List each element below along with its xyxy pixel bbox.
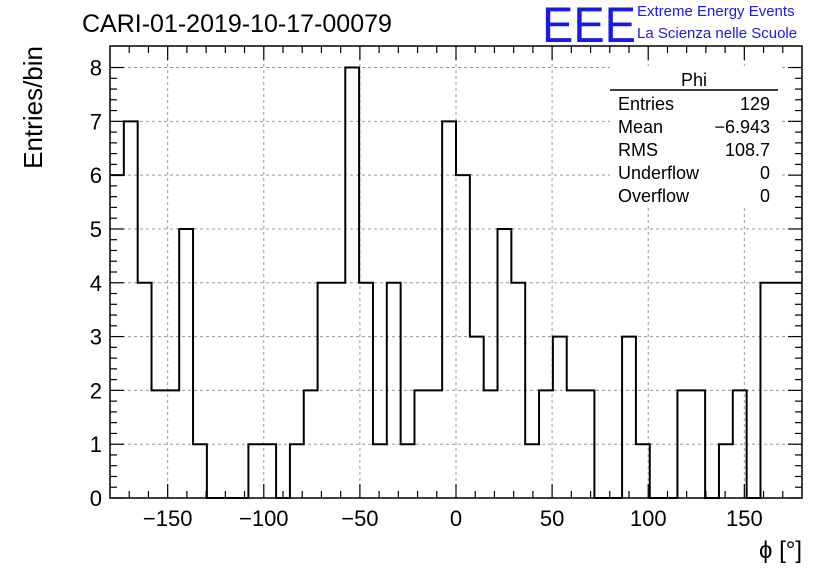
eee-logo: EEE xyxy=(542,0,636,46)
stats-row-value: 129 xyxy=(740,94,770,114)
y-tick-label: 5 xyxy=(90,217,102,242)
histogram-bin xyxy=(124,121,138,498)
y-axis-label: Entries/bin xyxy=(18,46,48,169)
histogram-bin xyxy=(525,444,539,498)
x-tick-label: 100 xyxy=(630,506,667,531)
y-tick-label: 4 xyxy=(90,271,102,296)
eee-logo-text: EEE xyxy=(542,0,636,46)
stats-row-label: Entries xyxy=(618,94,674,114)
x-tick-label: −50 xyxy=(341,506,378,531)
x-tick-labels: −150 −100 −50 0 50 100 150 xyxy=(143,506,763,531)
histogram-bin xyxy=(470,337,484,498)
x-tick-label: 0 xyxy=(450,506,462,531)
stats-row-value: 0 xyxy=(760,163,770,183)
histogram-bin xyxy=(248,444,262,498)
histogram-bin xyxy=(193,444,207,498)
y-tick-label: 3 xyxy=(90,325,102,350)
histogram-bin xyxy=(677,390,691,498)
y-tick-label: 0 xyxy=(90,486,102,511)
chart-title: CARI-01-2019-10-17-00079 xyxy=(82,10,392,38)
stats-row-label: Underflow xyxy=(618,163,700,183)
histogram-bin xyxy=(318,283,332,498)
y-tick-labels: 0 1 2 3 4 5 6 7 8 xyxy=(90,56,102,511)
y-tick-label: 2 xyxy=(90,378,102,403)
stats-row-label: Mean xyxy=(618,117,663,137)
histogram-bin xyxy=(401,444,415,498)
logo-subtitle-2: La Scienza nelle Scuole xyxy=(637,25,798,42)
histogram-bin xyxy=(373,444,387,498)
stats-row-label: Overflow xyxy=(618,186,690,206)
x-tick-label: 50 xyxy=(540,506,564,531)
y-tick-label: 7 xyxy=(90,109,102,134)
histogram-bin xyxy=(719,444,733,498)
y-tick-label: 6 xyxy=(90,163,102,188)
x-tick-label: −100 xyxy=(239,506,289,531)
histogram-bin xyxy=(498,229,512,498)
stats-row-value: −6.943 xyxy=(714,117,770,137)
x-axis-label: ϕ [°] xyxy=(759,537,802,564)
histogram-bin xyxy=(622,337,636,498)
y-tick-label: 1 xyxy=(90,432,102,457)
histogram-bin xyxy=(290,444,304,498)
stats-row-value: 0 xyxy=(760,186,770,206)
logo-subtitle-1: Extreme Energy Events xyxy=(637,3,795,20)
stats-row-label: RMS xyxy=(618,140,658,160)
stats-row-value: 108.7 xyxy=(725,140,770,160)
y-tick-label: 8 xyxy=(90,56,102,81)
histogram-bin xyxy=(553,337,567,498)
stats-title: Phi xyxy=(681,70,707,90)
x-tick-label: 150 xyxy=(726,506,763,531)
histogram-bin xyxy=(442,121,456,498)
histogram-bin xyxy=(138,283,152,498)
histogram-bin xyxy=(179,229,193,498)
stats-rows: Entries 129 Mean −6.943 RMS 108.7 Underflow 0 Ov… xyxy=(618,94,770,206)
axis-ticks xyxy=(110,46,802,499)
x-tick-label: −150 xyxy=(143,506,193,531)
stats-box: Phi Entries 129 Mean −6.943 RMS 108.7 Underflo… xyxy=(610,66,780,208)
